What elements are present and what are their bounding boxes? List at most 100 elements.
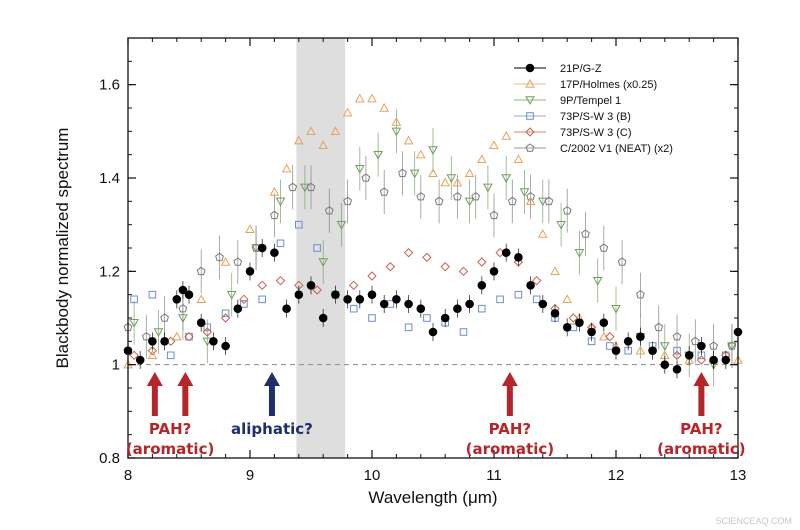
data-point bbox=[690, 336, 700, 346]
data-point bbox=[428, 146, 438, 156]
data-point bbox=[526, 192, 535, 201]
data-point bbox=[275, 275, 286, 286]
data-point bbox=[697, 341, 706, 351]
data-point bbox=[636, 332, 645, 341]
data-point bbox=[281, 163, 292, 173]
legend-label: C/2002 V1 (NEAT) (x2) bbox=[560, 143, 673, 155]
data-point bbox=[654, 322, 664, 332]
data-point bbox=[385, 261, 396, 272]
axes-layer: 8 9 10 11 12 13 0.8 1 1.2 1.4 1.6 bbox=[99, 37, 747, 484]
arrow-shaft bbox=[151, 384, 158, 416]
data-point bbox=[617, 257, 627, 266]
data-point bbox=[404, 323, 413, 332]
data-point bbox=[147, 350, 158, 360]
data-point bbox=[635, 345, 646, 355]
data-point bbox=[623, 337, 633, 346]
data-point bbox=[672, 350, 682, 361]
x-tick-label: 10 bbox=[364, 467, 381, 484]
data-point bbox=[403, 135, 414, 145]
credit-watermark: SCIENCEAQ.COM bbox=[715, 516, 792, 526]
data-point bbox=[568, 313, 579, 323]
legend-label: 17P/Holmes (x0.25) bbox=[560, 79, 657, 91]
data-point bbox=[409, 169, 420, 179]
legend-marker bbox=[525, 78, 535, 88]
data-point bbox=[367, 290, 377, 299]
data-point bbox=[354, 164, 365, 174]
data-point bbox=[526, 281, 535, 290]
y-tick-label: 1.4 bbox=[99, 170, 120, 187]
data-point bbox=[550, 309, 560, 318]
y-tick-label: 1 bbox=[112, 357, 120, 374]
data-point bbox=[391, 127, 402, 137]
data-point bbox=[507, 196, 517, 206]
data-point bbox=[196, 294, 207, 304]
data-point bbox=[709, 355, 718, 365]
data-point bbox=[440, 177, 451, 187]
data-point bbox=[257, 280, 267, 291]
x-tick-label: 13 bbox=[730, 467, 747, 484]
data-point bbox=[324, 206, 334, 215]
data-point bbox=[160, 313, 169, 322]
data-point bbox=[423, 314, 431, 322]
data-point bbox=[130, 295, 138, 304]
data-point bbox=[220, 256, 231, 266]
data-point bbox=[153, 328, 164, 338]
data-point bbox=[318, 140, 329, 150]
data-point bbox=[428, 168, 438, 178]
data-point bbox=[221, 341, 230, 351]
data-point bbox=[476, 154, 487, 164]
data-point bbox=[537, 228, 548, 238]
annotation-sublabel: (aromatic) bbox=[466, 440, 555, 458]
data-point bbox=[514, 253, 523, 262]
data-point bbox=[514, 290, 523, 299]
data-point bbox=[135, 355, 145, 365]
data-point bbox=[404, 299, 413, 309]
legend-label: 73P/S-W 3 (C) bbox=[560, 127, 632, 139]
arrow-shaft bbox=[182, 384, 189, 416]
arrow-shaft bbox=[506, 384, 513, 416]
data-point bbox=[478, 304, 486, 313]
data-point bbox=[501, 174, 512, 184]
data-point bbox=[202, 327, 213, 337]
data-point bbox=[379, 102, 390, 112]
arrow-head bbox=[263, 372, 280, 386]
annotation-label: aliphatic? bbox=[231, 420, 313, 438]
data-point bbox=[343, 196, 352, 206]
legend-label: 21P/G-Z bbox=[560, 63, 602, 75]
data-point bbox=[220, 313, 231, 323]
y-tick-label: 0.8 bbox=[99, 450, 120, 467]
data-point bbox=[233, 304, 243, 313]
data-point bbox=[489, 140, 499, 150]
data-point bbox=[184, 331, 194, 342]
data-point bbox=[477, 281, 487, 290]
data-point bbox=[453, 304, 462, 313]
data-point bbox=[562, 323, 572, 332]
data-point bbox=[221, 309, 230, 318]
data-point bbox=[465, 299, 474, 309]
data-point bbox=[605, 331, 615, 342]
data-point bbox=[440, 261, 450, 272]
data-point bbox=[330, 126, 341, 136]
data-point bbox=[398, 168, 407, 178]
data-point bbox=[599, 243, 609, 252]
data-point bbox=[239, 294, 249, 305]
data-point bbox=[556, 220, 566, 230]
data-point bbox=[129, 350, 139, 361]
data-point bbox=[318, 258, 329, 268]
data-point bbox=[313, 244, 321, 252]
data-point bbox=[489, 210, 499, 220]
data-point bbox=[537, 197, 548, 207]
arrow-head bbox=[146, 372, 163, 386]
x-tick-label: 12 bbox=[608, 467, 625, 484]
legend-marker bbox=[525, 127, 535, 137]
data-point bbox=[367, 271, 377, 281]
x-tick-label: 8 bbox=[124, 467, 132, 484]
data-point bbox=[306, 281, 316, 290]
legend-entry: 73P/S-W 3 (B) bbox=[514, 111, 631, 123]
annotation-sublabel: (aromatic) bbox=[126, 440, 215, 458]
data-point bbox=[368, 314, 376, 322]
data-point bbox=[336, 220, 347, 230]
data-point bbox=[293, 135, 304, 145]
data-point bbox=[300, 183, 310, 193]
data-point bbox=[574, 248, 585, 258]
